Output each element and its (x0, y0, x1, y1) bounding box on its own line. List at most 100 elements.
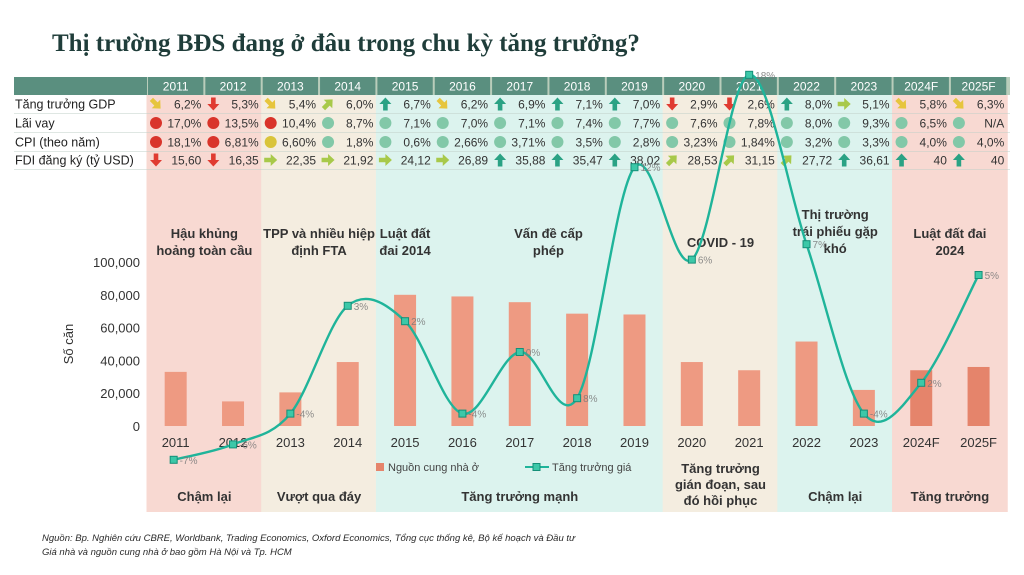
event-heading: TPP và nhiều hiệp định FTA (263, 226, 375, 258)
circle-green-icon (322, 117, 335, 129)
table-value: 17,0% (167, 117, 201, 131)
circle-shape (608, 136, 621, 148)
arrow-shape (608, 97, 621, 111)
table-value: 6,0% (346, 98, 374, 112)
circle-shape (207, 117, 220, 129)
line-point (802, 240, 811, 249)
circle-green-icon (379, 136, 392, 148)
table-value: 7,1% (518, 117, 546, 131)
event-line: định FTA (291, 243, 347, 258)
circle-shape (780, 136, 793, 148)
year-header-label: 2023 (851, 80, 878, 94)
table-value: 9,3% (862, 117, 890, 131)
circle-shape (666, 136, 679, 148)
circle-green-icon (322, 136, 335, 148)
stage-label: Chậm lại (177, 489, 231, 504)
year-cell (664, 77, 720, 95)
arrow-down-icon (207, 153, 220, 167)
arrow-shape (264, 154, 278, 166)
row-label: Lãi vay (15, 117, 55, 131)
circle-shape (264, 117, 277, 129)
circle-green-icon (494, 136, 507, 148)
stage-label: Chậm lại (808, 489, 862, 504)
legend-line-label: Tăng trưởng giá (552, 462, 632, 474)
line-data-label: 2% (927, 379, 942, 390)
table-value: 3,71% (511, 136, 545, 150)
table-value: 7,4% (575, 117, 603, 131)
table-value: 6,3% (977, 98, 1005, 112)
table-value: 1,84% (741, 136, 775, 150)
arrow-up-icon (494, 153, 507, 167)
circle-shape (436, 117, 449, 129)
x-tick-label: 2025F (960, 435, 997, 450)
y-tick-label: 60,000 (100, 321, 140, 336)
stage-label: Vượt qua đáy (277, 489, 362, 504)
phase-band (777, 95, 894, 512)
stage-line: gián đoạn, sau (675, 477, 766, 492)
year-header-label: 2013 (277, 80, 304, 94)
circle-shape (608, 117, 621, 129)
event-heading: Hậu khủng hoảng toàn cầu (156, 226, 252, 258)
event-line: TPP và nhiều hiệp (263, 226, 375, 241)
table-value: 8,0% (805, 117, 833, 131)
line-data-label: 3% (354, 302, 369, 313)
line-point (917, 378, 926, 387)
arrow-up-icon (551, 153, 564, 167)
y-axis-label: Số căn (61, 324, 76, 364)
x-tick-label: 2013 (276, 435, 305, 450)
x-tick-label: 2017 (505, 435, 534, 450)
table-value: 36,61 (860, 154, 890, 168)
table-value: 27,72 (802, 154, 832, 168)
event-line: Thị trường (802, 207, 869, 222)
x-tick-label: 2019 (620, 435, 649, 450)
circle-shape (494, 117, 507, 129)
circle-red-icon (207, 117, 220, 129)
circle-green-icon (494, 117, 507, 129)
bar (852, 389, 875, 426)
line-data-label: 2% (411, 317, 426, 328)
year-cell (320, 77, 376, 95)
line-point (169, 455, 178, 464)
row-label: CPI (theo năm) (15, 136, 100, 150)
circle-shape (150, 117, 162, 129)
arrow-right-icon (436, 154, 450, 166)
table-value: 22,35 (286, 154, 316, 168)
year-cell (148, 77, 204, 95)
bar (451, 296, 474, 426)
arrow-shape (838, 153, 851, 167)
bar (336, 362, 359, 426)
table-value: 5,3% (231, 98, 259, 112)
table-value: 4,0% (920, 136, 948, 150)
event-line: COVID - 19 (687, 235, 754, 250)
arrow-right-icon (378, 154, 392, 166)
phase-band (892, 95, 1008, 512)
legend-bar-label: Nguồn cung nhà ở (388, 462, 479, 474)
x-tick-label: 2022 (792, 435, 821, 450)
event-line: trái phiếu gặp (793, 224, 878, 239)
stage-line: Tăng trưởng mạnh (461, 489, 578, 504)
line-point (745, 70, 754, 79)
table-value: 7,0% (461, 117, 489, 131)
event-line: Luật đất (380, 226, 431, 241)
table-value: 8,7% (346, 117, 374, 131)
circle-green-icon (666, 136, 679, 148)
line-data-label: -7% (180, 456, 198, 467)
x-tick-label: 2023 (849, 435, 878, 450)
line-point (401, 317, 410, 326)
table-value: 5,1% (862, 98, 890, 112)
x-tick-label: 2016 (448, 435, 477, 450)
event-line: Vấn đề cấp (514, 226, 583, 241)
table-value: 2,9% (690, 98, 718, 112)
year-header-label: 2012 (220, 80, 247, 94)
arrow-shape (665, 155, 677, 167)
arrow-downright-icon (895, 97, 907, 109)
arrow-up-icon (494, 97, 507, 111)
line-data-label: -4% (870, 410, 888, 421)
event-line: phép (533, 243, 564, 258)
stage-label: Tăng trưởng gián đoạn, sau đó hồi phục (675, 461, 766, 508)
year-cell (778, 77, 835, 95)
circle-shape (952, 117, 965, 129)
arrow-up-icon (895, 153, 908, 167)
event-line: Hậu khủng (171, 226, 238, 241)
